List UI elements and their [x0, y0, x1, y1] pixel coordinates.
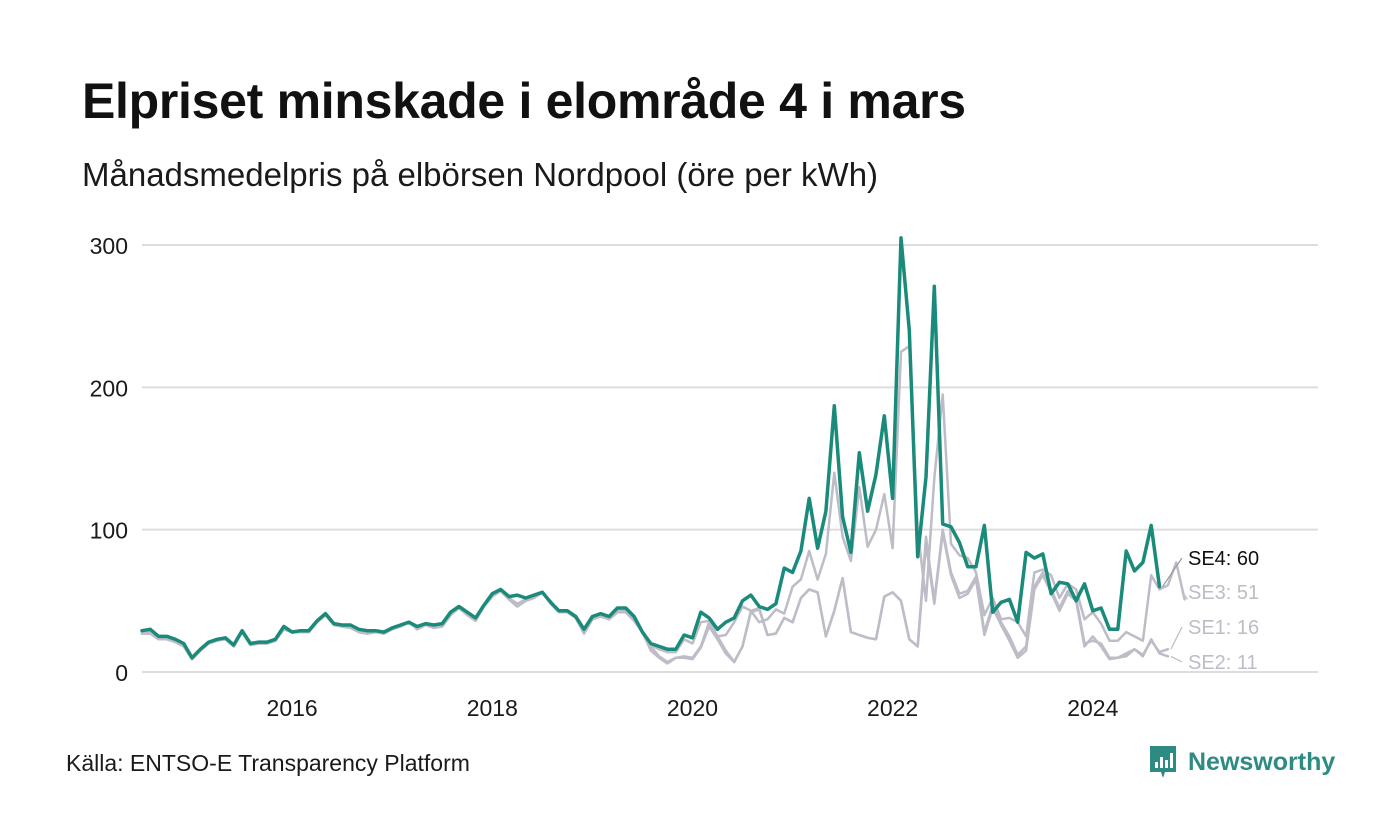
x-tick-label: 2024: [1067, 695, 1118, 721]
bar-chart-speech-bubble-icon: [1150, 746, 1176, 778]
newsworthy-logo: Newsworthy: [1148, 744, 1335, 780]
end-label-se1: SE1: 16: [1188, 617, 1259, 639]
end-label-se4: SE4: 60: [1188, 548, 1259, 570]
leader-line-se3: [1181, 591, 1189, 600]
x-tick-label: 2016: [267, 695, 318, 721]
x-tick-label: 2022: [867, 695, 918, 721]
y-tick-label: 0: [115, 660, 128, 686]
y-tick-label: 200: [90, 375, 128, 401]
source-note: Källa: ENTSO-E Transparency Platform: [66, 750, 470, 776]
series-line-se3: [140, 344, 1186, 660]
y-tick-label: 300: [90, 233, 128, 259]
leader-line-se4: [1162, 557, 1183, 587]
end-label-se2: SE2: 11: [1188, 652, 1258, 674]
series-line-se4: [140, 236, 1162, 660]
y-tick-label: 100: [90, 518, 128, 544]
x-tick-label: 2018: [467, 695, 518, 721]
chart-title: Elpriset minskade i elområde 4 i mars: [82, 73, 966, 129]
leader-line-se2: [1170, 655, 1183, 663]
end-label-se3: SE3: 51: [1188, 582, 1259, 604]
x-tick-label: 2020: [667, 695, 718, 721]
chart-subtitle: Månadsmedelpris på elbörsen Nordpool (ör…: [82, 156, 879, 193]
brand-name: Newsworthy: [1188, 747, 1336, 776]
series-line-se1: [140, 528, 1170, 664]
leader-line-se1: [1170, 626, 1183, 650]
